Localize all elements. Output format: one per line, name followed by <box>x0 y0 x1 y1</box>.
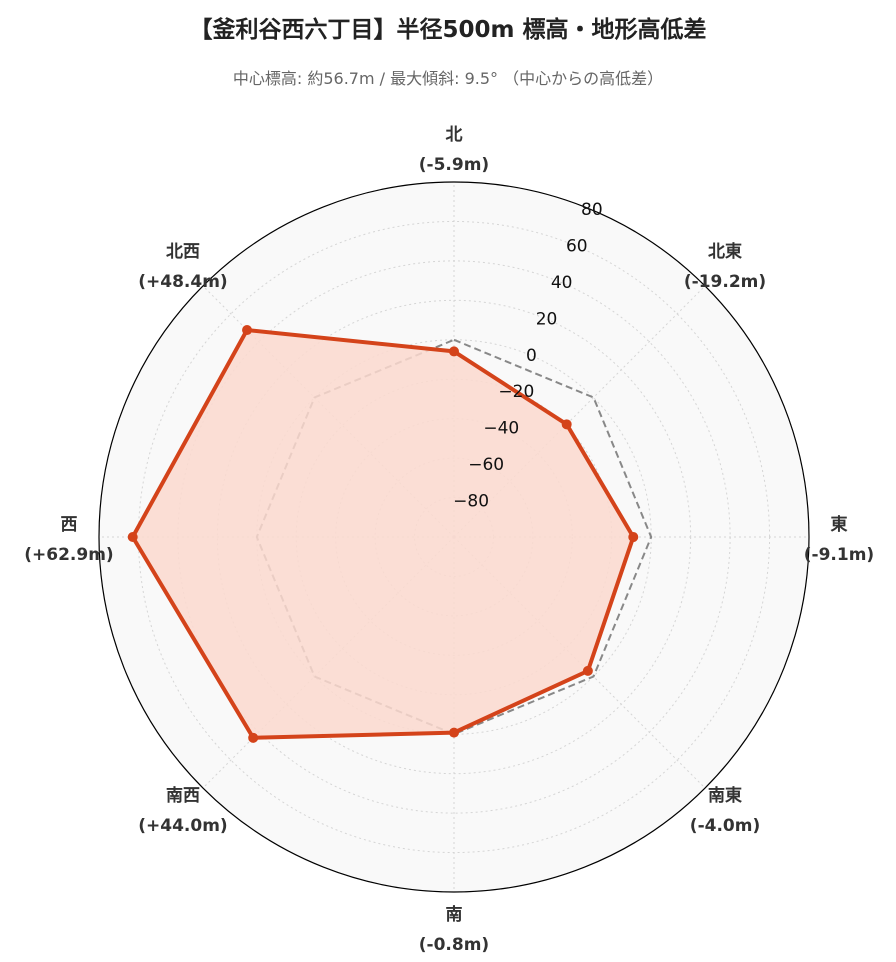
plot-outline <box>98 181 810 893</box>
series-area <box>132 330 634 738</box>
data-point <box>582 665 593 676</box>
direction-value: (-9.1m) <box>804 545 874 565</box>
r-tick-label: 20 <box>536 309 558 329</box>
r-tick-label: −20 <box>498 382 534 402</box>
direction-label: 北西 <box>166 242 200 262</box>
direction-label: 南西 <box>166 785 200 806</box>
direction-value: (-0.8m) <box>419 935 489 955</box>
data-point <box>127 532 138 542</box>
r-tick-label: 0 <box>526 346 537 366</box>
direction-label: 南 <box>446 904 463 925</box>
direction-value: (+44.0m) <box>138 816 227 836</box>
r-tick-label: 60 <box>566 236 588 256</box>
data-point <box>449 346 459 357</box>
chart-title: 【釜利谷西六丁目】半径500m 標高・地形高低差 <box>189 17 707 43</box>
r-tick-label: −80 <box>453 492 489 512</box>
grid-spoke <box>453 536 706 789</box>
r-tick-label: 80 <box>581 200 603 220</box>
direction-label: 南東 <box>708 785 742 806</box>
direction-value: (-5.9m) <box>419 155 489 175</box>
data-point <box>449 727 459 738</box>
direction-value: (-4.0m) <box>690 816 760 836</box>
r-tick-label: −40 <box>483 419 519 439</box>
data-point <box>561 419 572 430</box>
direction-label: 東 <box>831 514 848 535</box>
r-tick-label: 40 <box>551 273 573 293</box>
direction-label: 西 <box>61 515 78 535</box>
direction-value: (+62.9m) <box>24 545 113 565</box>
chart-subtitle: 中心標高: 約56.7m / 最大傾斜: 9.5° （中心からの高低差） <box>232 69 664 88</box>
direction-value: (+48.4m) <box>138 272 227 292</box>
direction-label: 北 <box>446 125 463 145</box>
direction-value: (-19.2m) <box>684 272 766 292</box>
grid-spoke <box>453 285 706 538</box>
grid-spoke <box>202 536 455 789</box>
data-point <box>242 325 253 336</box>
data-point <box>628 532 639 542</box>
direction-label: 北東 <box>708 241 742 262</box>
data-point <box>248 732 259 743</box>
r-tick-label: −60 <box>468 455 504 475</box>
